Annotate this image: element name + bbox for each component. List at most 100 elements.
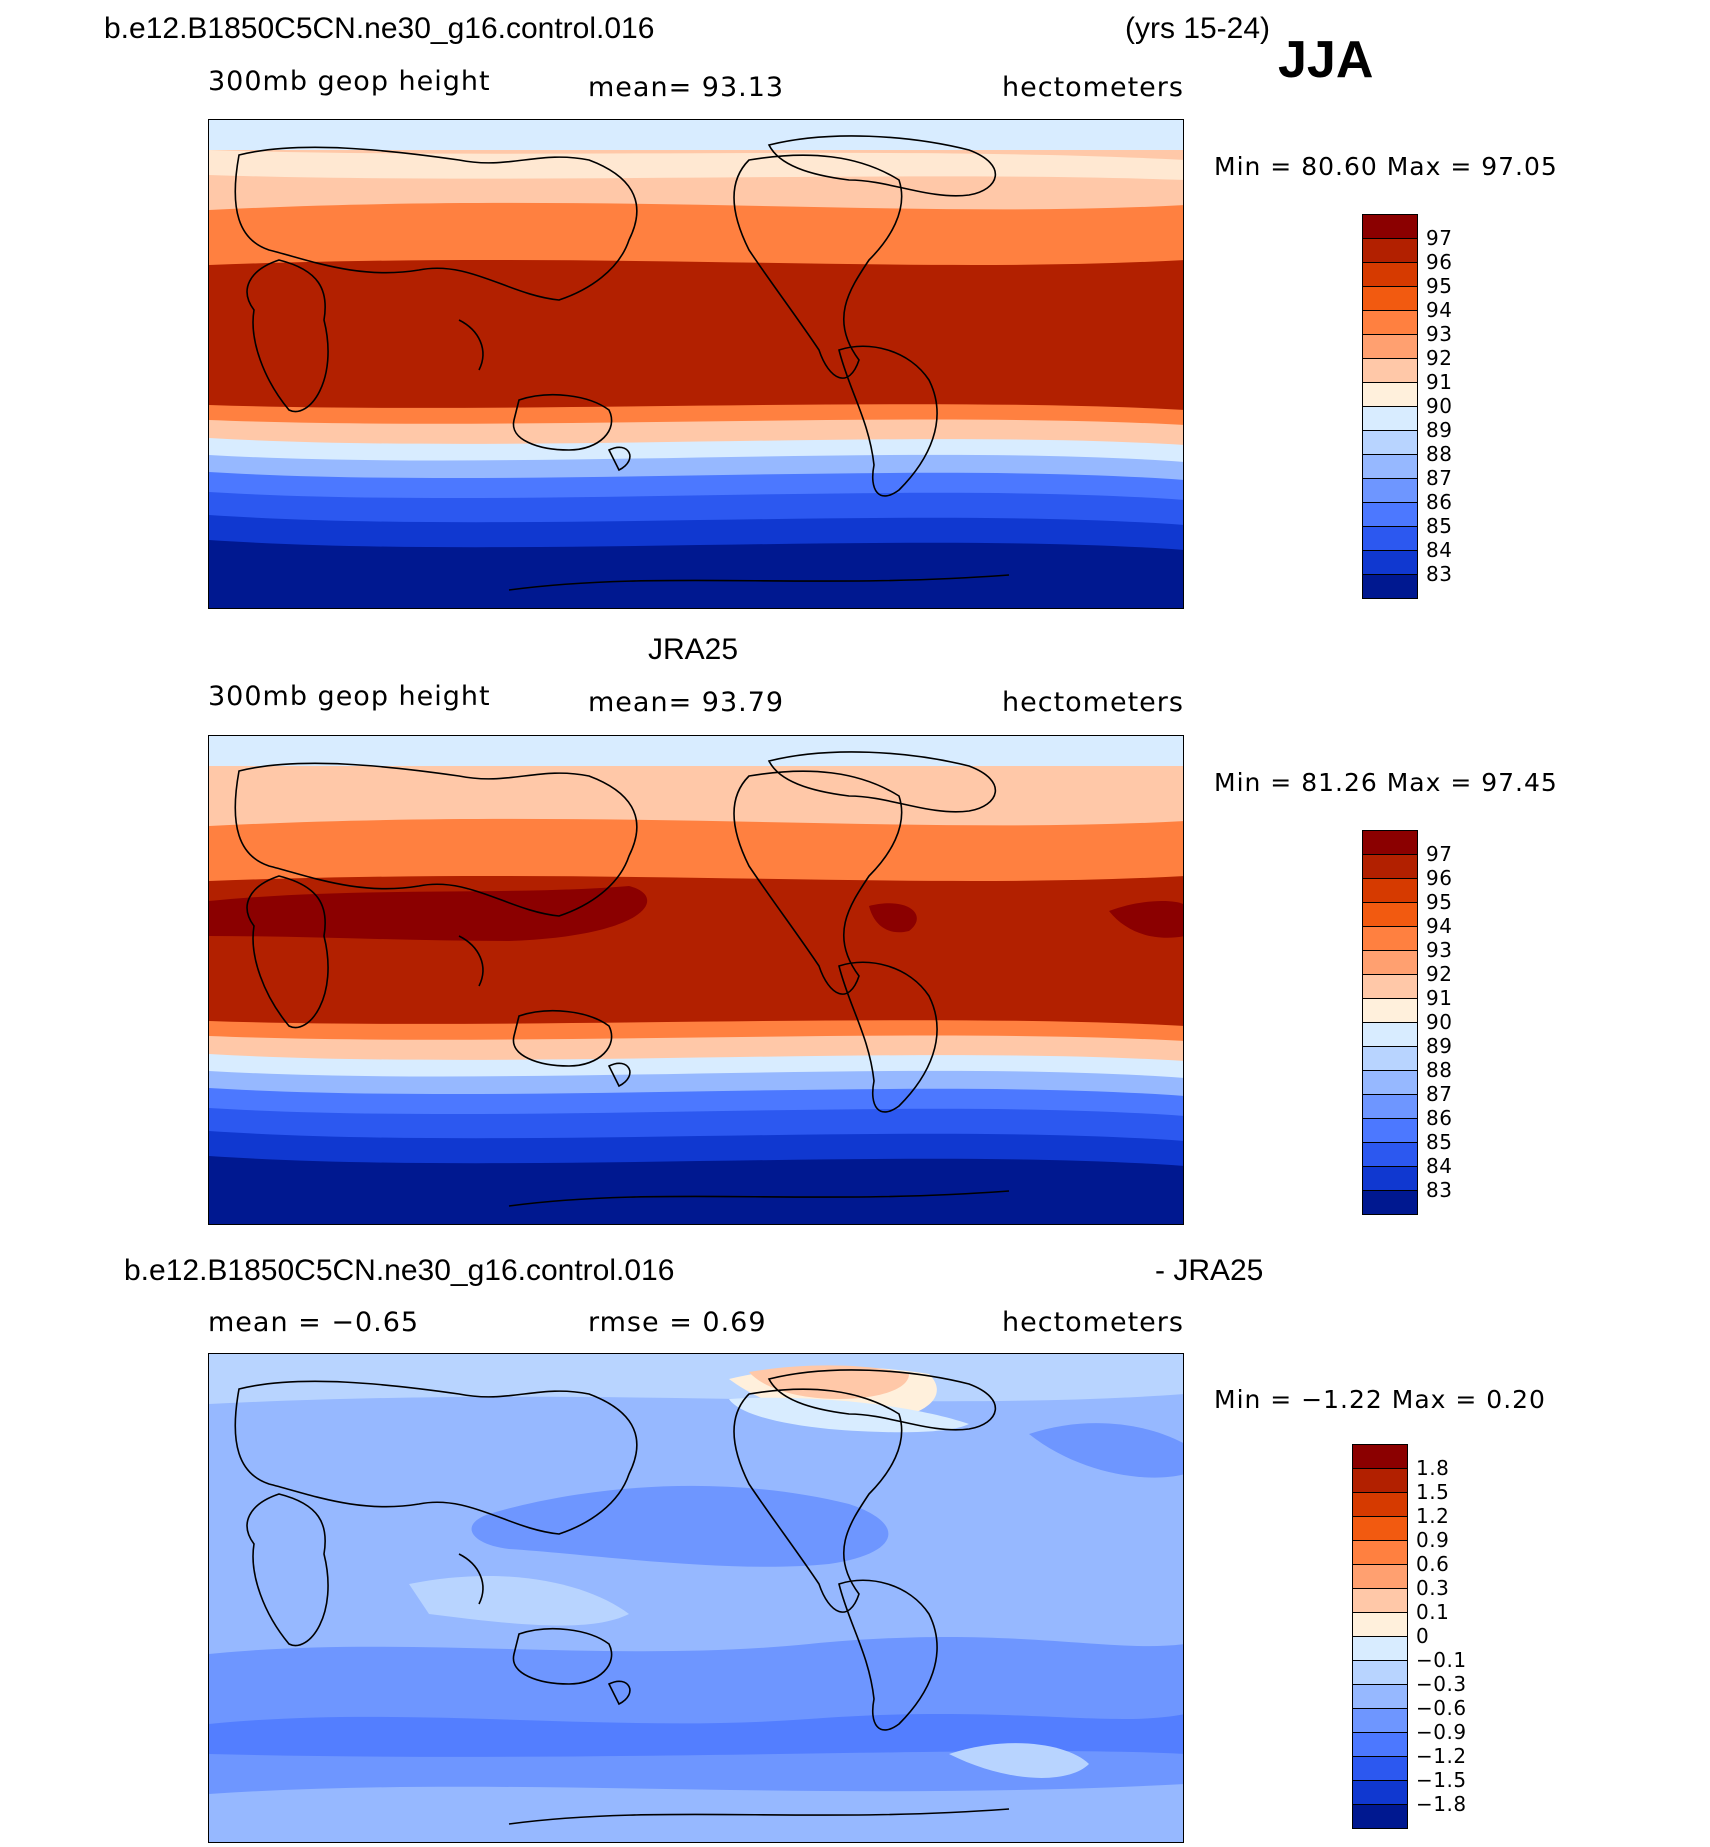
colorbar-box xyxy=(1352,1444,1408,1469)
colorbar-box xyxy=(1362,1022,1418,1047)
colorbar-box xyxy=(1352,1636,1408,1661)
colorbar-tick-label: 96 xyxy=(1426,250,1453,274)
colorbar-box xyxy=(1362,382,1418,407)
colorbar-tick-label: −1.8 xyxy=(1416,1792,1467,1816)
colorbar-tick-label: 89 xyxy=(1426,418,1453,442)
colorbar-tick-label: 85 xyxy=(1426,514,1453,538)
panel3-field xyxy=(209,1354,1183,1842)
colorbar-tick-label: 93 xyxy=(1426,938,1453,962)
colorbar-tick-label: 0.1 xyxy=(1416,1600,1450,1624)
colorbar-tick-label: 92 xyxy=(1426,346,1453,370)
colorbar-box xyxy=(1362,1094,1418,1119)
colorbar-tick-label: 86 xyxy=(1426,1106,1453,1130)
panel3-mean: mean = −0.65 xyxy=(208,1307,420,1338)
colorbar-box xyxy=(1362,902,1418,927)
colorbar-tick-label: −0.9 xyxy=(1416,1720,1467,1744)
colorbar-box xyxy=(1362,926,1418,951)
panel1-mean: mean= 93.13 xyxy=(588,72,785,103)
colorbar-tick-label: 83 xyxy=(1426,1178,1453,1202)
panel1-field xyxy=(209,120,1183,608)
colorbar-tick-label: 94 xyxy=(1426,298,1453,322)
colorbar-tick-label: 0.6 xyxy=(1416,1552,1450,1576)
colorbar-tick-label: 0.3 xyxy=(1416,1576,1450,1600)
colorbar-box xyxy=(1362,974,1418,999)
panel1-minmax: Min = 80.60 Max = 97.05 xyxy=(1214,152,1558,181)
colorbar-box xyxy=(1362,286,1418,311)
colorbar-tick-label: −0.6 xyxy=(1416,1696,1467,1720)
panel2-minmax: Min = 81.26 Max = 97.45 xyxy=(1214,768,1558,797)
colorbar-box xyxy=(1362,454,1418,479)
panel3-map xyxy=(208,1353,1184,1843)
colorbar-box xyxy=(1362,430,1418,455)
panel2-variable: 300mb geop height xyxy=(208,681,491,712)
panel3-minmax: Min = −1.22 Max = 0.20 xyxy=(1214,1385,1546,1414)
colorbar-box xyxy=(1352,1756,1408,1781)
colorbar-tick-label: 90 xyxy=(1426,394,1453,418)
colorbar-box xyxy=(1352,1660,1408,1685)
panel2-units: hectometers xyxy=(1002,687,1184,718)
colorbar-tick-label: −1.5 xyxy=(1416,1768,1467,1792)
colorbar-box xyxy=(1362,1118,1418,1143)
colorbar-box xyxy=(1352,1564,1408,1589)
panel1-variable: 300mb geop height xyxy=(208,66,491,97)
colorbar-box xyxy=(1352,1468,1408,1493)
case-title: b.e12.B1850C5CN.ne30_g16.control.016 xyxy=(104,12,655,45)
colorbar-tick-label: 84 xyxy=(1426,1154,1453,1178)
colorbar-box xyxy=(1352,1540,1408,1565)
colorbar-tick-label: 87 xyxy=(1426,466,1453,490)
colorbar-tick-label: 83 xyxy=(1426,562,1453,586)
colorbar-tick-label: −1.2 xyxy=(1416,1744,1467,1768)
colorbar-box xyxy=(1352,1684,1408,1709)
colorbar-tick-label: −0.1 xyxy=(1416,1648,1467,1672)
colorbar-box xyxy=(1362,854,1418,879)
panel3-title-right: - JRA25 xyxy=(1155,1254,1264,1287)
colorbar-tick-label: 95 xyxy=(1426,890,1453,914)
colorbar-tick-label: 97 xyxy=(1426,842,1453,866)
colorbar-box xyxy=(1352,1804,1408,1829)
colorbar-tick-label: 92 xyxy=(1426,962,1453,986)
panel3-title-left: b.e12.B1850C5CN.ne30_g16.control.016 xyxy=(124,1254,675,1287)
colorbar-box xyxy=(1362,358,1418,383)
colorbar-box xyxy=(1352,1492,1408,1517)
panel1-units: hectometers xyxy=(1002,72,1184,103)
panel1-map xyxy=(208,119,1184,609)
colorbar-tick-label: 95 xyxy=(1426,274,1453,298)
panel2-mean: mean= 93.79 xyxy=(588,687,785,718)
colorbar-box xyxy=(1352,1588,1408,1613)
colorbar-tick-label: 96 xyxy=(1426,866,1453,890)
colorbar-box xyxy=(1352,1780,1408,1805)
colorbar-box xyxy=(1362,1142,1418,1167)
panel3-units: hectometers xyxy=(1002,1307,1184,1338)
colorbar-tick-label: 93 xyxy=(1426,322,1453,346)
colorbar-box xyxy=(1362,1046,1418,1071)
colorbar-box xyxy=(1362,406,1418,431)
colorbar-box xyxy=(1362,502,1418,527)
colorbar-box xyxy=(1362,1166,1418,1191)
colorbar-tick-label: 97 xyxy=(1426,226,1453,250)
colorbar-tick-label: 1.2 xyxy=(1416,1504,1450,1528)
colorbar-tick-label: 0 xyxy=(1416,1624,1430,1648)
years-label: (yrs 15-24) xyxy=(1125,12,1271,45)
colorbar-tick-label: 0.9 xyxy=(1416,1528,1450,1552)
colorbar-tick-label: 84 xyxy=(1426,538,1453,562)
colorbar-tick-label: 90 xyxy=(1426,1010,1453,1034)
colorbar-tick-label: 86 xyxy=(1426,490,1453,514)
colorbar-tick-label: 89 xyxy=(1426,1034,1453,1058)
colorbar-box xyxy=(1362,310,1418,335)
colorbar-tick-label: 88 xyxy=(1426,442,1453,466)
colorbar-box xyxy=(1362,830,1418,855)
colorbar-box xyxy=(1362,478,1418,503)
colorbar-tick-label: 91 xyxy=(1426,986,1453,1010)
panel2-map xyxy=(208,735,1184,1225)
colorbar-tick-label: 1.8 xyxy=(1416,1456,1450,1480)
panel3-rmse: rmse = 0.69 xyxy=(588,1307,767,1338)
colorbar-box xyxy=(1362,214,1418,239)
colorbar-box xyxy=(1352,1516,1408,1541)
panel2-field xyxy=(209,736,1183,1224)
colorbar-box xyxy=(1352,1612,1408,1637)
colorbar-box xyxy=(1352,1732,1408,1757)
colorbar-box xyxy=(1362,574,1418,599)
colorbar-box xyxy=(1362,998,1418,1023)
colorbar-box xyxy=(1362,878,1418,903)
colorbar-tick-label: 85 xyxy=(1426,1130,1453,1154)
